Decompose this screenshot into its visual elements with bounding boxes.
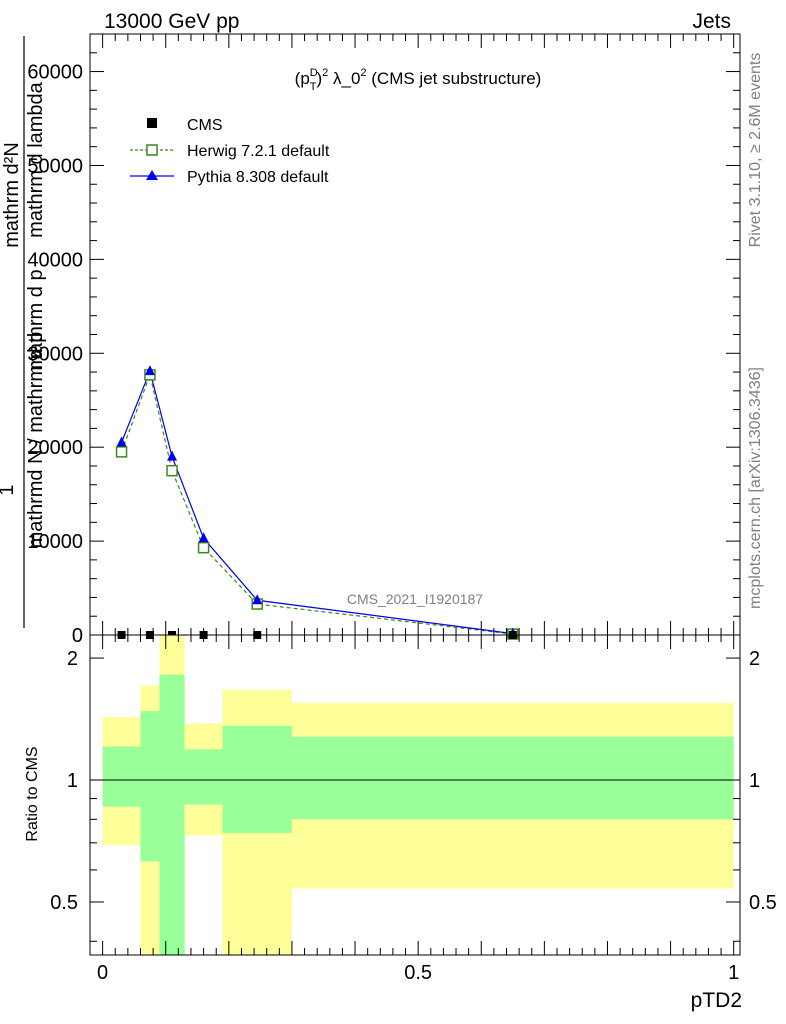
pythia-point [116,436,127,447]
series-line-pythia [120,369,513,635]
legend-marker-cms [147,118,157,128]
ylabel-num-1: mathrm d p [25,269,47,370]
main-ytick-label: 30000 [27,343,83,365]
ratio-ytick-label-left: 0.5 [50,892,78,914]
main-ytick-label: 40000 [27,249,83,271]
pythia-point [167,450,178,461]
ylabel-num-3: mathrm d lambda [25,81,47,237]
title-p: (p [295,69,310,88]
ratio-band-green [184,749,223,805]
title-rest: λ_0 [328,69,360,88]
main-plot: 0 10000 20000 30000 40000 50000 60000 [27,33,741,647]
ratio-band-green [222,725,292,834]
herwig-point [197,541,210,554]
legend-label-pythia: Pythia 8.308 default [187,169,329,186]
legend-marker-pythia [146,170,158,180]
mcplots-label: mcplots.cern.ch [arXiv:1306.3436] [747,367,764,609]
ratio-ytick-label-left: 1 [67,770,78,792]
title-tail: (CMS jet substructure) [367,69,542,88]
legend-label-cms: CMS [187,117,223,134]
herwig-point [115,446,128,458]
ratio-ytick-label-right: 0.5 [749,892,777,914]
main-ytick-label: 50000 [27,155,83,177]
legend-label-herwig: Herwig 7.2.1 default [187,143,330,160]
legend-marker-herwig [146,144,158,156]
ratio-ytick-label-left: 2 [67,648,78,670]
header-left: 13000 GeV pp [104,10,239,33]
ratio-ytick-label-right: 2 [749,648,760,670]
main-ytick-label: 60000 [27,62,83,84]
ratio-ytick-label-right: 1 [749,770,760,792]
xlabel: pTD2 [691,989,742,1012]
xtick-label: 0 [97,962,108,984]
rivet-label: Rivet 3.1.10, ≥ 2.6M events [747,53,764,248]
watermark: CMS_2021_I1920187 [347,591,483,607]
pythia-point [198,532,209,543]
main-ytick-label: 10000 [27,531,83,553]
xtick-label: 0.5 [404,962,432,984]
title-sup-2: 2 [322,67,328,79]
main-ytick-label: 20000 [27,437,83,459]
main-title: (pD T)2 λ_02 (CMS jet substructure) [295,67,542,93]
title-sup-d: D [310,67,318,79]
xtick-label: 1 [728,962,739,984]
ylabel-denominator: mathrmd N / mathrm d p [25,332,47,549]
ratio-band-green [159,674,185,955]
ratio-ylabel: Ratio to CMS [24,746,41,841]
herwig-point [166,464,178,477]
header-right: Jets [692,10,731,33]
ylabel-one: 1 [0,484,18,495]
pythia-point [252,594,263,605]
ratio-band-green [291,736,734,820]
main-ylabel: 1 mathrmd N / mathrm d p mathrm d²N math… [0,36,47,628]
ratio-frame [89,634,741,956]
pythia-point [144,365,155,376]
title-sub-t: T [310,81,317,93]
legend: CMS Herwig 7.2.1 default Pythia 8.308 de… [130,117,330,186]
ratio-band-green [102,746,141,807]
main-ytick-label: 0 [72,625,83,647]
title-sup-2b: 2 [360,67,366,79]
ratio-band-green [140,711,160,862]
ylabel-num-0: mathrm d²N [1,142,23,248]
title-close: ) [316,69,322,88]
ratio-plot: 0 0.5 1 0.5 0.5 1 1 2 2 [50,634,777,984]
